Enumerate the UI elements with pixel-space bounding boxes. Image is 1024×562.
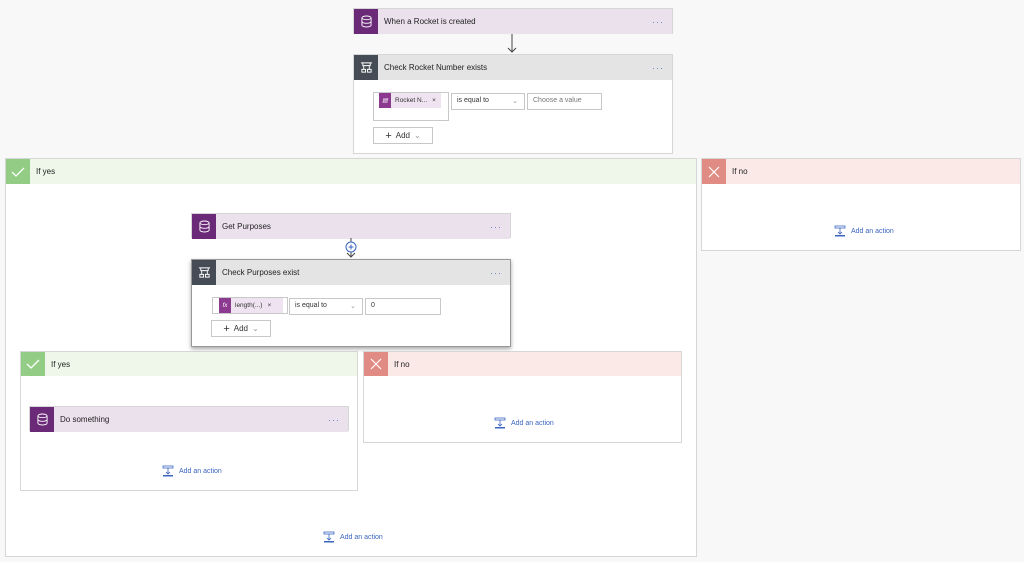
add-an-action-button[interactable]: Add an action (834, 225, 894, 237)
add-action-icon (162, 465, 174, 477)
chevron-down-icon: ⌄ (413, 131, 421, 140)
condition-icon (192, 260, 216, 285)
condition-card[interactable]: Check Rocket Number exists ··· ▤ Rocket N… (353, 54, 673, 154)
branch-label: If yes (51, 359, 71, 369)
branch-label: If yes (36, 167, 56, 176)
add-action-label: Add an action (851, 227, 894, 235)
more-options-button[interactable]: ··· (328, 414, 340, 425)
card-title: Check Purposes exist (222, 268, 300, 277)
inner-if-no-branch: If no Add an action (363, 351, 682, 443)
operator-value: is equal to (457, 97, 489, 104)
value-input[interactable]: Choose a value (527, 93, 602, 110)
plus-icon: + (223, 322, 230, 335)
insert-step-icon[interactable] (344, 238, 358, 259)
chevron-down-icon: ⌄ (251, 324, 259, 333)
value-input[interactable]: 0 (365, 298, 441, 315)
do-something-card[interactable]: Do something ··· (29, 406, 349, 432)
add-label: Add (233, 324, 248, 333)
dynamic-content-token[interactable]: ▤ Rocket N... × (379, 93, 441, 108)
checkmark-icon (6, 159, 30, 184)
card-title: Do something (60, 415, 110, 424)
database-icon (354, 9, 378, 34)
add-action-label: Add an action (179, 467, 222, 475)
add-action-icon (323, 531, 335, 543)
card-title: Get Purposes (222, 222, 271, 231)
add-label: Add (395, 131, 410, 140)
chevron-down-icon: ⌄ (512, 98, 518, 105)
condition-card[interactable]: Check Purposes exist ··· fx length(...) × … (191, 259, 511, 347)
plus-icon: + (385, 129, 392, 142)
close-icon (364, 352, 388, 376)
value-placeholder: Choose a value (533, 97, 582, 104)
add-action-icon (494, 417, 506, 429)
more-options-button[interactable]: ··· (652, 62, 664, 73)
database-icon (30, 407, 54, 432)
add-action-icon (834, 225, 846, 237)
close-icon (702, 159, 726, 184)
value-text: 0 (371, 302, 375, 309)
branch-label: If no (394, 359, 410, 369)
function-icon: fx (219, 298, 231, 313)
arrow-down-icon (507, 34, 517, 53)
operator-select[interactable]: is equal to ⌄ (289, 298, 363, 315)
add-button[interactable]: + Add ⌄ (373, 127, 433, 144)
condition-icon (354, 55, 378, 80)
operator-select[interactable]: is equal to ⌄ (451, 93, 525, 110)
remove-token-icon[interactable]: × (432, 97, 436, 104)
operator-value: is equal to (295, 302, 327, 309)
add-an-action-button[interactable]: Add an action (323, 531, 383, 543)
expression-token[interactable]: fx length(...) × (219, 298, 283, 313)
checkmark-icon (21, 352, 45, 376)
more-options-button[interactable]: ··· (490, 221, 502, 232)
chevron-down-icon: ⌄ (350, 303, 356, 310)
add-action-label: Add an action (340, 533, 383, 541)
card-title: Check Rocket Number exists (384, 63, 488, 72)
token-label: length(...) (235, 302, 263, 309)
more-options-button[interactable]: ··· (652, 16, 664, 27)
database-icon (192, 214, 216, 239)
remove-token-icon[interactable]: × (267, 302, 272, 309)
add-an-action-button[interactable]: Add an action (494, 417, 554, 429)
add-an-action-button[interactable]: Add an action (162, 465, 222, 477)
database-icon: ▤ (379, 93, 391, 108)
if-no-branch: If no Add an action (701, 158, 1021, 251)
more-options-button[interactable]: ··· (490, 267, 502, 278)
token-label: Rocket N... (395, 97, 428, 104)
card-title: When a Rocket is created (384, 17, 476, 26)
add-button[interactable]: + Add ⌄ (211, 320, 271, 337)
get-purposes-card[interactable]: Get Purposes ··· (191, 213, 511, 239)
branch-label: If no (732, 167, 748, 176)
trigger-card[interactable]: When a Rocket is created ··· (353, 8, 673, 34)
add-action-label: Add an action (511, 419, 554, 427)
